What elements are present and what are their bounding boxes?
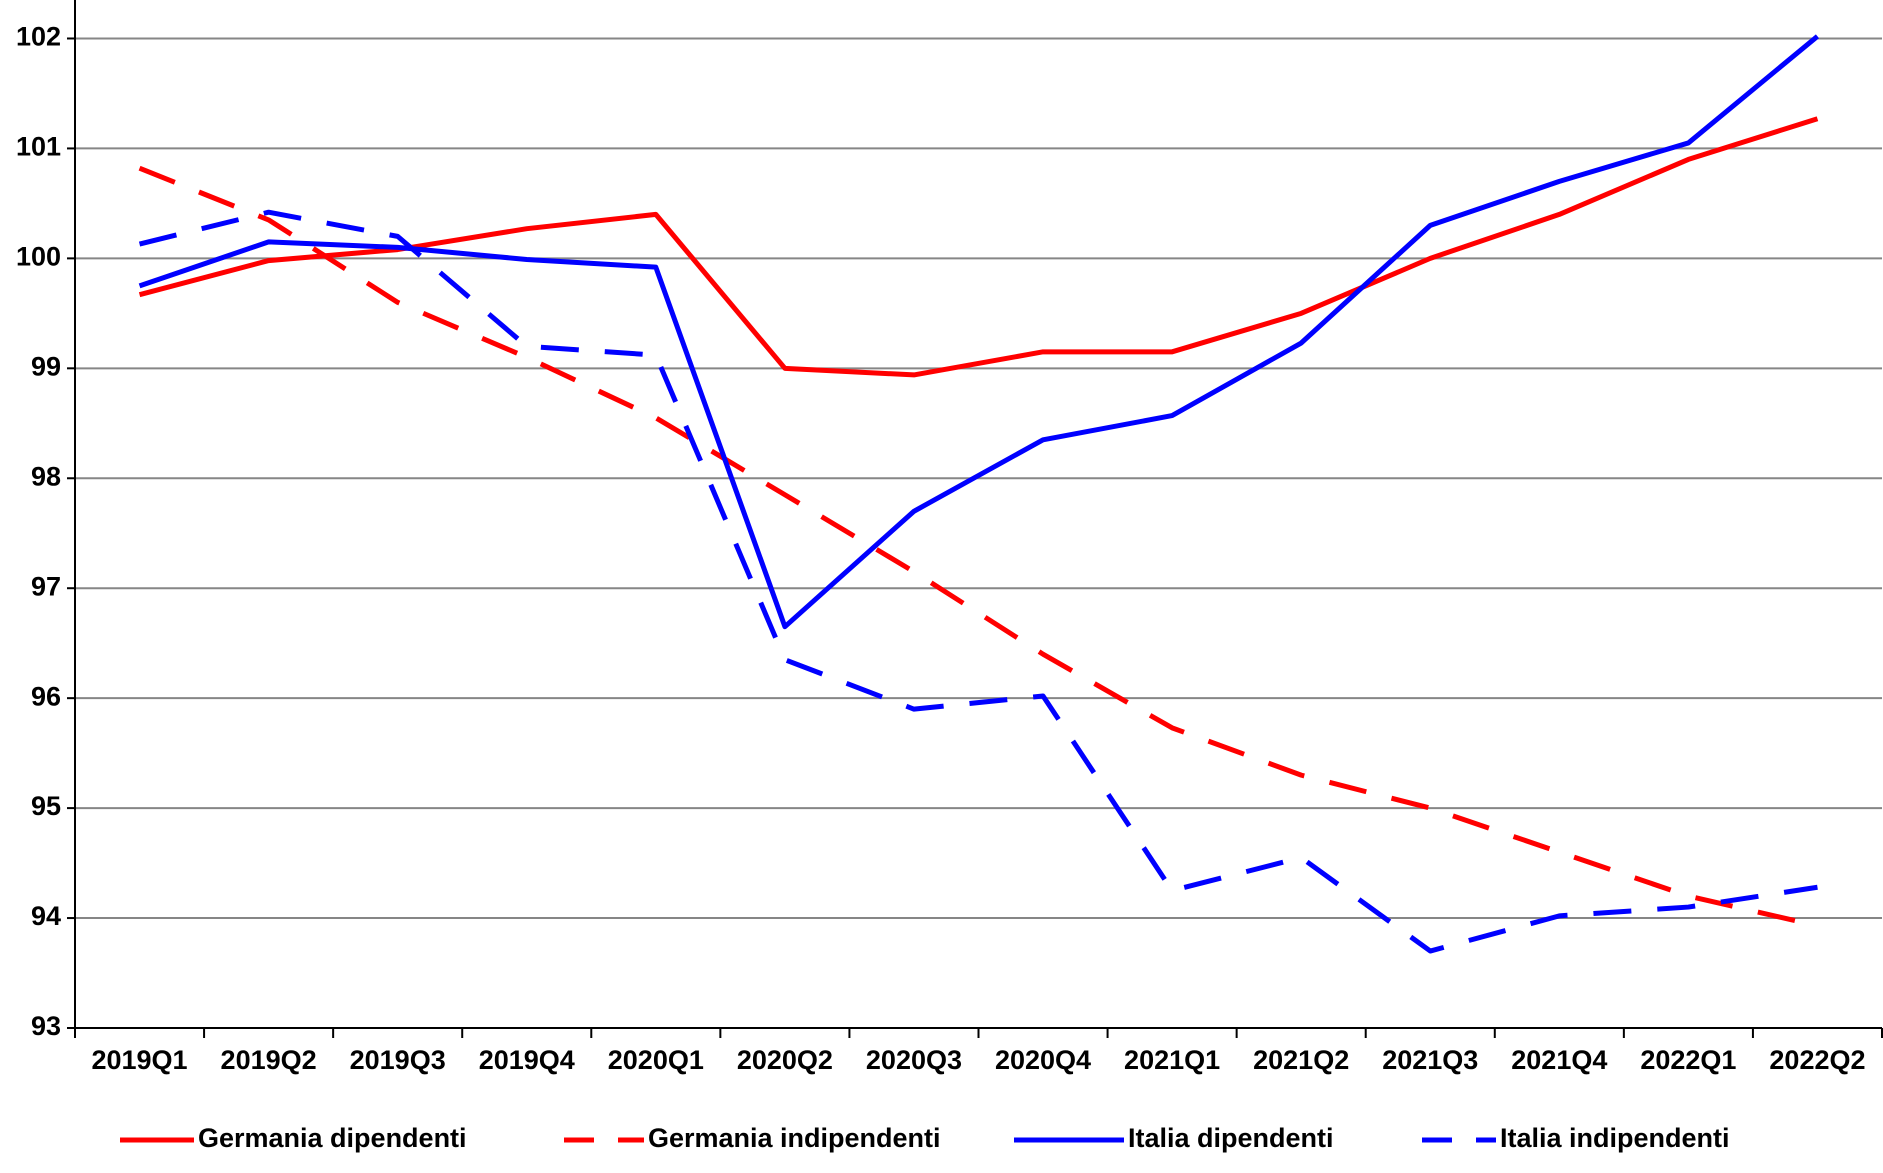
x-tick-label: 2022Q1 [1640,1045,1736,1075]
series-line [138,34,1820,630]
y-tick-label: 94 [31,901,61,931]
y-tick-label: 98 [31,461,61,491]
x-tick-label: 2021Q3 [1382,1045,1478,1075]
y-tick-label: 102 [16,22,61,52]
y-tick-label: 99 [31,351,61,381]
y-tick-label: 95 [31,791,61,821]
y-tick-label: 93 [31,1011,61,1041]
x-tick-label: 2019Q2 [221,1045,317,1075]
y-tick-label: 96 [31,681,61,711]
x-tick-label: 2020Q1 [608,1045,704,1075]
x-tick-label: 2020Q3 [866,1045,962,1075]
x-tick-label: 2021Q4 [1511,1045,1607,1075]
series-line [138,116,1819,378]
x-tick-label: 2021Q2 [1253,1045,1349,1075]
x-tick-label: 2021Q1 [1124,1045,1220,1075]
legend-label: Germania indipendenti [648,1123,941,1153]
x-tick-label: 2019Q3 [350,1045,446,1075]
x-tick-label: 2022Q2 [1769,1045,1865,1075]
legend-label: Italia dipendenti [1128,1123,1334,1153]
series-line [138,165,1819,929]
y-tick-label: 97 [31,571,61,601]
legend-label: Germania dipendenti [198,1123,467,1153]
x-tick-label: 2019Q4 [479,1045,575,1075]
legend-label: Italia indipendenti [1500,1123,1730,1153]
x-tick-label: 2019Q1 [91,1045,187,1075]
y-tick-label: 101 [16,132,61,162]
x-tick-label: 2020Q2 [737,1045,833,1075]
y-tick-label: 100 [16,241,61,271]
x-tick-label: 2020Q4 [995,1045,1091,1075]
series-line [138,209,1818,954]
